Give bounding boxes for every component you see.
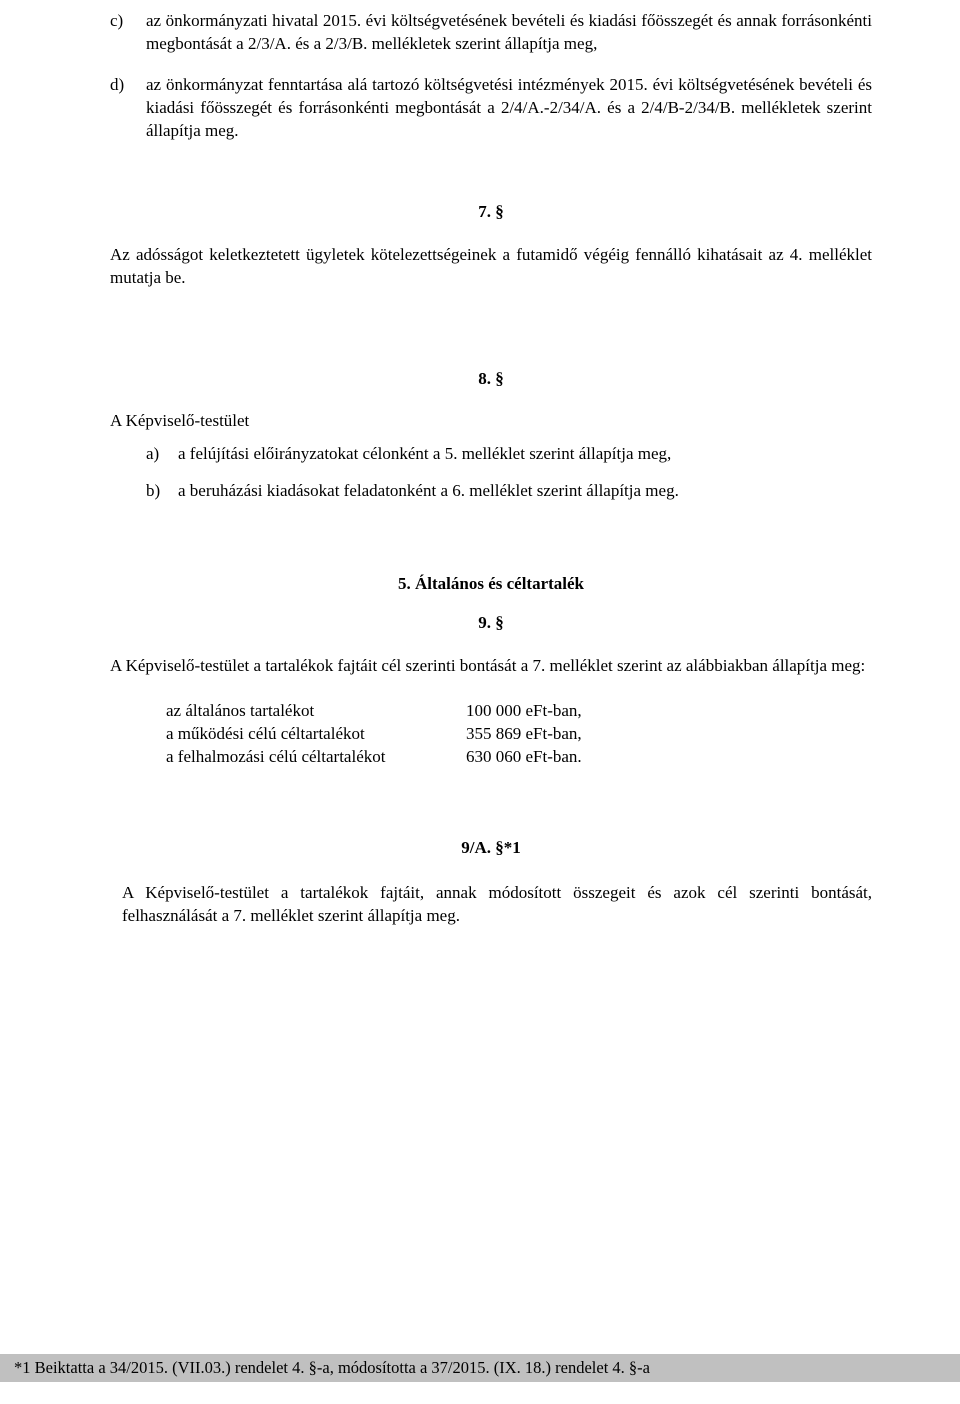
section-9a-num: 9/A. §*1 [110,837,872,860]
list-content-b: a beruházási kiadásokat feladatonként a … [178,480,872,503]
reserve-value-2: 630 060 eFt-ban. [466,746,582,769]
footnote-bar: *1 Beiktatta a 34/2015. (VII.03.) rendel… [0,1354,960,1382]
list-item-c: c) az önkormányzati hivatal 2015. évi kö… [110,10,872,56]
list-content-c: az önkormányzati hivatal 2015. évi költs… [146,10,872,56]
list-item-d: d) az önkormányzat fenntartása alá tarto… [110,74,872,143]
section-7-num: 7. § [110,201,872,224]
list-item-a: a) a felújítási előirányzatokat célonkén… [110,443,872,466]
reserve-label-1: a működési célú céltartalékot [166,723,466,746]
reserve-row-0: az általános tartalékot 100 000 eFt-ban, [166,700,872,723]
heading-5: 5. Általános és céltartalék [110,573,872,596]
reserves-block: az általános tartalékot 100 000 eFt-ban,… [166,700,872,769]
list-marker-b: b) [146,480,178,503]
reserve-value-0: 100 000 eFt-ban, [466,700,582,723]
section-7-text: Az adósságot keletkeztetett ügyletek köt… [110,244,872,290]
list-marker-d: d) [110,74,146,143]
list-item-b: b) a beruházási kiadásokat feladatonként… [110,480,872,503]
section-8-num: 8. § [110,368,872,391]
list-marker-a: a) [146,443,178,466]
section-9-text: A Képviselő-testület a tartalékok fajtái… [110,655,872,678]
reserve-row-1: a működési célú céltartalékot 355 869 eF… [166,723,872,746]
section-9-num: 9. § [110,612,872,635]
reserve-row-2: a felhalmozási célú céltartalékot 630 06… [166,746,872,769]
list-marker-c: c) [110,10,146,56]
reserve-value-1: 355 869 eFt-ban, [466,723,582,746]
reserve-label-0: az általános tartalékot [166,700,466,723]
reserve-label-2: a felhalmozási célú céltartalékot [166,746,466,769]
section-9a-text: A Képviselő-testület a tartalékok fajtái… [122,882,872,928]
list-content-a: a felújítási előirányzatokat célonként a… [178,443,872,466]
section-8-intro: A Képviselő-testület [110,410,872,433]
list-content-d: az önkormányzat fenntartása alá tartozó … [146,74,872,143]
section-8-list: a) a felújítási előirányzatokat célonkén… [110,443,872,503]
